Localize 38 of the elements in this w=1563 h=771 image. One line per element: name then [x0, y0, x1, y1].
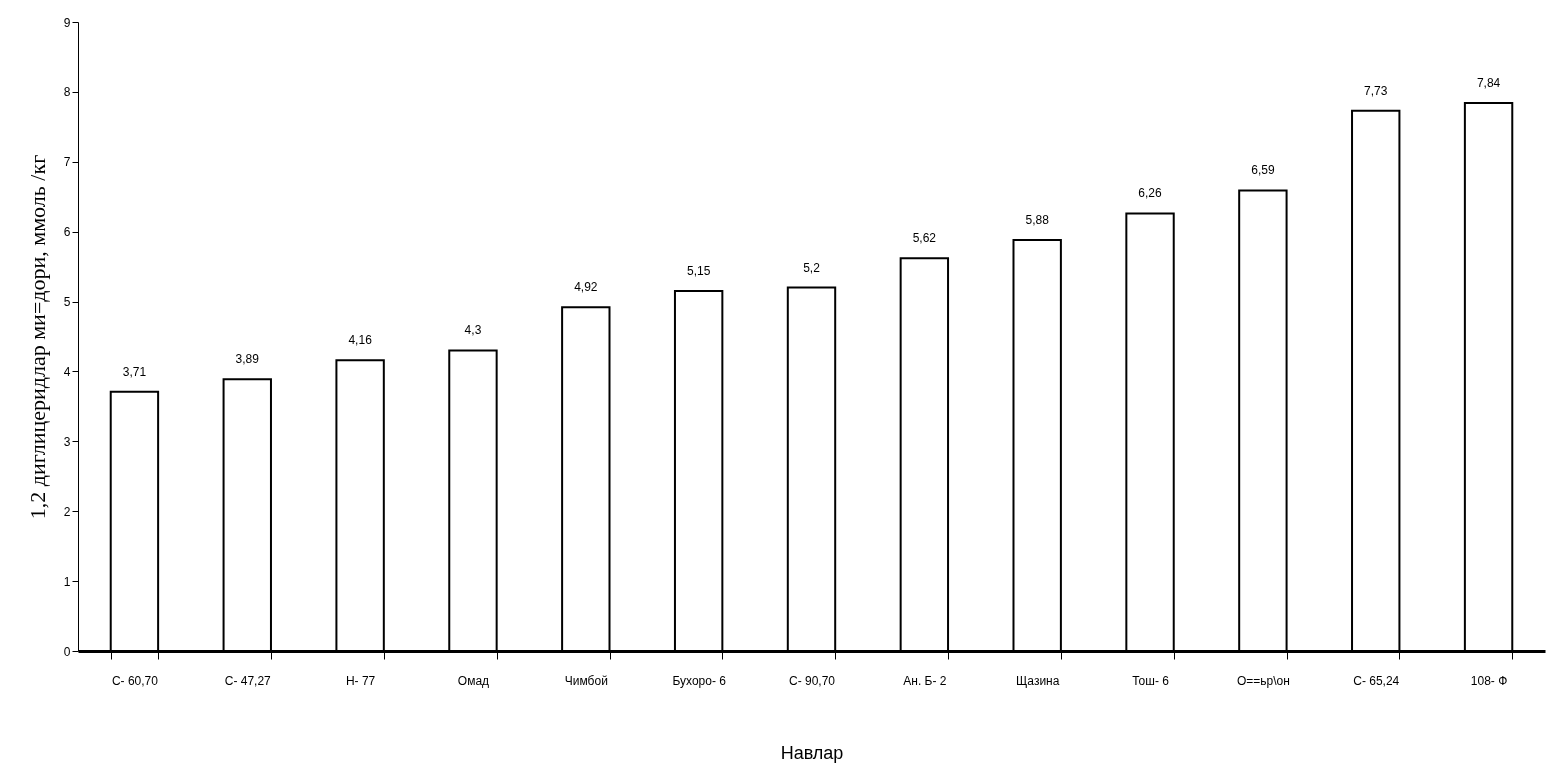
y-tick-label: 7 — [63, 155, 71, 170]
y-tick-label: 0 — [63, 644, 71, 659]
data-label: 4,92 — [574, 280, 598, 295]
x-tick-label: Бухоро- 6 — [672, 673, 727, 688]
data-label: 6,59 — [1251, 163, 1275, 178]
y-tick-label: 8 — [63, 85, 71, 100]
x-tick-label: О==ьр\он — [1236, 673, 1290, 688]
y-tick-label: 2 — [63, 504, 71, 519]
data-label: 7,73 — [1364, 83, 1388, 98]
y-axis-title: 1,2 диглицеридлар ми=дори, ммоль /кг — [24, 154, 50, 520]
y-tick-label: 9 — [63, 15, 71, 30]
data-label: 4,16 — [348, 333, 373, 348]
x-tick-label: 108- Ф — [1470, 673, 1508, 688]
x-tick-label: С- 60,70 — [111, 673, 159, 688]
data-label: 4,3 — [464, 323, 482, 338]
data-label: 3,71 — [122, 364, 147, 379]
y-tick-label: 4 — [63, 364, 71, 379]
y-tick-label: 3 — [63, 434, 71, 449]
x-tick-label: Щазина — [1015, 673, 1060, 688]
data-label: 5,88 — [1025, 213, 1050, 228]
data-label: 5,2 — [803, 260, 821, 275]
x-tick-label: Омад — [457, 673, 490, 688]
y-tick-label: 5 — [63, 295, 71, 310]
x-tick-label: С- 65,24 — [1353, 673, 1400, 688]
y-tick-label: 6 — [63, 225, 71, 240]
x-axis-title: Навлар — [780, 742, 844, 763]
data-label: 5,15 — [686, 264, 711, 279]
data-label: 5,62 — [912, 231, 937, 246]
x-tick-label: Тош- 6 — [1132, 673, 1170, 688]
x-tick-label: Н- 77 — [345, 673, 376, 688]
y-tick-label: 1 — [63, 574, 71, 589]
x-tick-label: С- 47,27 — [224, 673, 272, 688]
data-label: 7,84 — [1476, 76, 1501, 91]
data-label: 6,26 — [1138, 186, 1163, 201]
x-tick-label: С- 90,70 — [788, 673, 836, 688]
x-tick-label: Чимбой — [564, 673, 608, 688]
x-tick-label: Ан. Б- 2 — [903, 673, 947, 688]
data-label: 3,89 — [235, 352, 260, 367]
